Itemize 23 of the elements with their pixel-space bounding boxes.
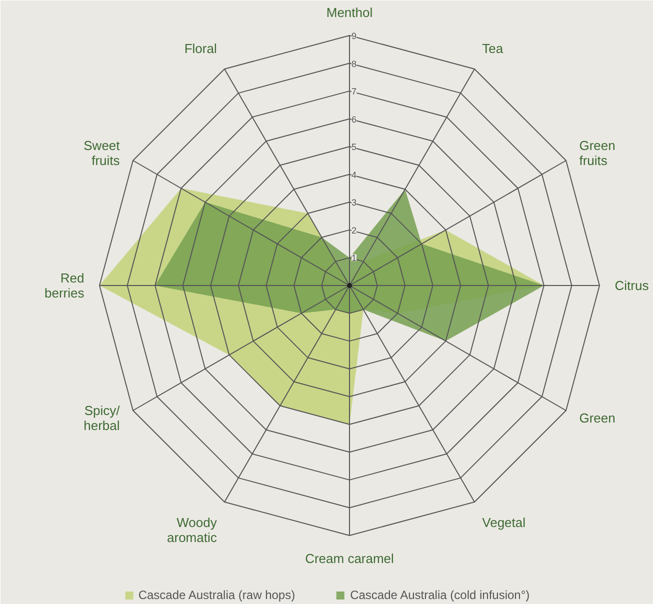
y-tick-label: 2	[352, 225, 357, 236]
spoke-label: Woody aromatic	[167, 515, 218, 546]
spoke-label: Red berries	[44, 270, 85, 300]
spoke-label: Green fruits	[579, 138, 616, 168]
y-tick-label: 1	[352, 253, 357, 264]
y-tick-label: 3	[352, 198, 357, 208]
spoke-label: Cream caramel	[305, 550, 394, 566]
legend-label: Cascade Australia (cold infusion°)	[350, 588, 530, 602]
y-tick-label: 8	[352, 58, 357, 69]
y-tick-label: 9	[352, 31, 357, 41]
spoke-label: Floral	[184, 40, 217, 56]
y-tick-label: 6	[352, 114, 357, 124]
spoke-label: Menthol	[326, 5, 373, 20]
spoke-label: Spicy/ herbal	[84, 403, 120, 434]
spoke-label: Tea	[482, 40, 504, 56]
y-tick-label: 4	[352, 170, 357, 180]
spoke-label: Citrus	[614, 278, 650, 293]
spoke-label: Sweet fruits	[84, 138, 120, 168]
y-tick-label: 5	[352, 142, 357, 152]
y-tick-label: 7	[352, 86, 357, 97]
legend-label: Cascade Australia (raw hops)	[138, 588, 296, 602]
spoke-label: Vegetal	[482, 515, 526, 530]
spoke-label: Green	[579, 410, 616, 426]
